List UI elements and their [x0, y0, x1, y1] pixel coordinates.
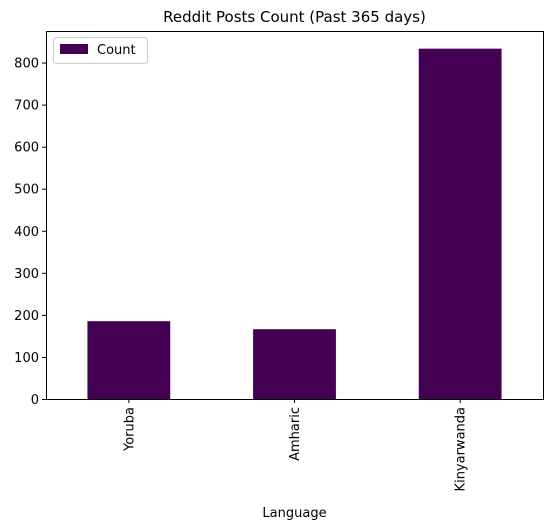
legend: Count [53, 37, 148, 64]
y-tick-label: 0 [31, 393, 39, 408]
legend-label: Count [97, 43, 136, 58]
x-tick-label-kinyarwanda: Kinyarwanda [454, 407, 469, 491]
y-tick-label: 100 [14, 351, 39, 366]
x-tick-label-yoruba: Yoruba [122, 407, 137, 452]
y-tick-label: 600 [14, 141, 39, 156]
bar-kinyarwanda [418, 48, 502, 399]
y-tick-label: 300 [14, 267, 39, 282]
y-axis: 0 100 200 300 400 500 600 700 800 [14, 57, 46, 408]
bars-group [87, 48, 502, 399]
plot-frame [46, 31, 544, 400]
bar-yoruba [87, 321, 171, 399]
y-tick-label: 200 [14, 309, 39, 324]
bar-amharic [253, 329, 336, 399]
x-axis-label: Language [262, 506, 326, 521]
chart-title: Reddit Posts Count (Past 365 days) [163, 8, 426, 26]
y-tick-label: 500 [14, 183, 39, 198]
y-tick-label: 400 [14, 225, 39, 240]
y-tick-label: 700 [14, 99, 39, 114]
x-axis: Yoruba Amharic Kinyarwanda [122, 399, 469, 491]
x-tick-label-amharic: Amharic [288, 407, 303, 461]
y-tick-label: 800 [14, 57, 39, 72]
legend-swatch [60, 44, 88, 54]
